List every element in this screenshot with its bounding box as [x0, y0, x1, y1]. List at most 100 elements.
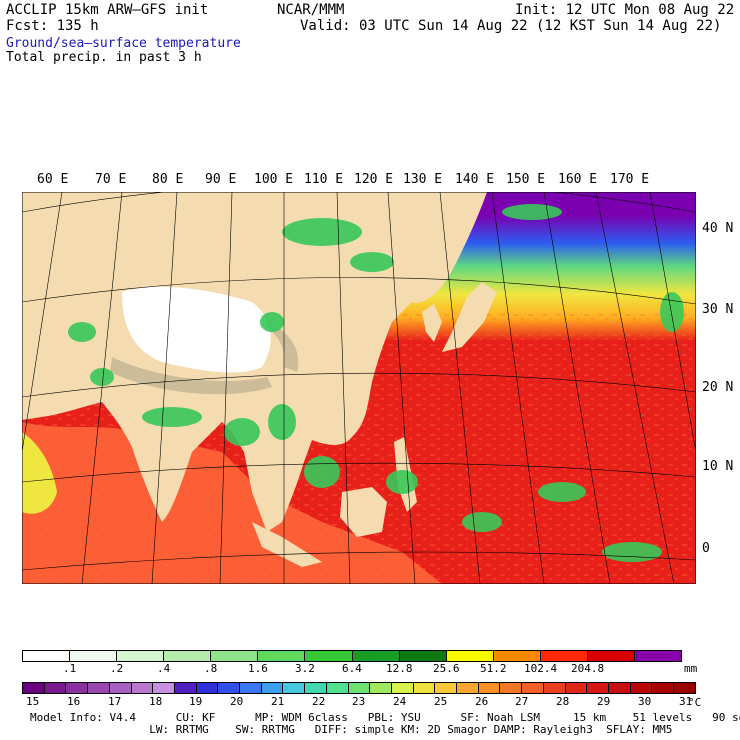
- colorbar-swatch: [153, 683, 175, 693]
- longitude-label: 120 E: [354, 172, 394, 187]
- colorbar-label: 3.2: [295, 662, 315, 675]
- indian-ocean-cool: [22, 422, 442, 584]
- init-time: Init: 12 UTC Mon 08 Aug 22: [515, 2, 735, 18]
- colorbar-label: 15: [26, 695, 40, 708]
- longitude-label: 160 E: [558, 172, 598, 187]
- colorbar-label: 31: [679, 695, 693, 708]
- colorbar-swatch: [540, 651, 588, 661]
- colorbar-swatch: [211, 651, 259, 661]
- colorbar-swatch: [44, 683, 67, 693]
- colorbar-swatch: [608, 683, 631, 693]
- forecast-hour: Fcst: 135 h: [6, 18, 99, 34]
- colorbar-swatch: [391, 683, 414, 693]
- colorbar-label: 24: [393, 695, 407, 708]
- colorbar-swatch: [399, 651, 447, 661]
- colorbar-swatch: [348, 683, 371, 693]
- colorbar-label: 1.6: [248, 662, 268, 675]
- colorbar-label: 18: [149, 695, 163, 708]
- colorbar-swatch: [493, 651, 541, 661]
- precip-unit: mm: [684, 662, 698, 675]
- overlay-field-label: Total precip. in past 3 h: [6, 50, 202, 65]
- colorbar-swatch: [457, 683, 479, 693]
- longitude-label: 110 E: [304, 172, 344, 187]
- longitude-label: 150 E: [506, 172, 546, 187]
- colorbar-label: 26: [475, 695, 489, 708]
- colorbar-swatch: [66, 683, 89, 693]
- colorbar-label: 204.8: [571, 662, 605, 675]
- latitude-label: 40 N: [702, 221, 734, 236]
- colorbar-swatch: [109, 683, 132, 693]
- colorbar-swatch: [305, 683, 327, 693]
- colorbar-label: 21: [271, 695, 285, 708]
- precip-colorbar: [22, 650, 682, 662]
- latitude-label: 30 N: [702, 302, 734, 317]
- colorbar-swatch: [652, 683, 675, 693]
- latitude-label: 0: [702, 541, 710, 556]
- colorbar-label: 23: [352, 695, 366, 708]
- longitude-label: 170 E: [610, 172, 650, 187]
- colorbar-swatch: [117, 651, 165, 661]
- colorbar-label: .1: [63, 662, 77, 675]
- colorbar-swatch: [587, 683, 609, 693]
- colorbar-label: .4: [157, 662, 171, 675]
- model-title: ACCLIP 15km ARW–GFS init: [6, 2, 209, 18]
- colorbar-swatch: [446, 651, 494, 661]
- colorbar-label: 102.4: [524, 662, 558, 675]
- precip-cells: [68, 204, 684, 562]
- colorbar-swatch: [565, 683, 588, 693]
- korea-japan: [422, 282, 497, 352]
- colorbar-label: 25: [434, 695, 448, 708]
- longitude-label: 140 E: [455, 172, 495, 187]
- colorbar-swatch: [258, 651, 306, 661]
- colorbar-label: 30: [638, 695, 652, 708]
- borneo-indonesia: [252, 487, 387, 567]
- shaded-field-label: Ground/sea–surface temperature: [6, 36, 241, 51]
- colorbar-swatch: [326, 683, 349, 693]
- longitude-label: 90 E: [205, 172, 237, 187]
- colorbar-swatch: [23, 651, 71, 661]
- colorbar-label: 19: [189, 695, 203, 708]
- colorbar-label: 25.6: [433, 662, 460, 675]
- colorbar-swatch: [522, 683, 544, 693]
- colorbar-swatch: [500, 683, 523, 693]
- forecast-map: [22, 192, 696, 584]
- colorbar-swatch: [352, 651, 400, 661]
- graticule: [22, 192, 696, 584]
- colorbar-label: 27: [515, 695, 529, 708]
- colorbar-swatch: [70, 651, 118, 661]
- colorbar-swatch: [240, 683, 262, 693]
- valid-time: Valid: 03 UTC Sun 14 Aug 22 (12 KST Sun …: [300, 18, 722, 34]
- mountain-shading: [110, 322, 299, 395]
- longitude-label: 60 E: [37, 172, 69, 187]
- colorbar-swatch: [261, 683, 284, 693]
- latitude-label: 10 N: [702, 459, 734, 474]
- colorbar-swatch: [88, 683, 110, 693]
- temperature-colorbar: [22, 682, 696, 694]
- arabian-sea-yellow: [22, 432, 57, 514]
- temperature-unit: °C: [688, 696, 702, 709]
- colorbar-swatch: [674, 683, 695, 693]
- colorbar-swatch: [196, 683, 219, 693]
- colorbar-label: 29: [597, 695, 611, 708]
- model-info-line1: Model Info: V4.4 CU: KF MP: WDM 6class P…: [30, 711, 740, 724]
- longitude-label: 80 E: [152, 172, 184, 187]
- colorbar-label: 28: [556, 695, 570, 708]
- latitude-label: 20 N: [702, 380, 734, 395]
- colorbar-swatch: [164, 651, 212, 661]
- colorbar-swatch: [218, 683, 241, 693]
- colorbar-swatch: [630, 683, 653, 693]
- colorbar-swatch: [305, 651, 353, 661]
- colorbar-swatch: [283, 683, 306, 693]
- colorbar-swatch: [435, 683, 458, 693]
- colorbar-label: .8: [204, 662, 218, 675]
- colorbar-swatch: [478, 683, 501, 693]
- colorbar-swatch: [413, 683, 436, 693]
- colorbar-label: 16: [67, 695, 81, 708]
- colorbar-swatch: [587, 651, 636, 661]
- longitude-label: 100 E: [254, 172, 294, 187]
- longitude-label: 130 E: [403, 172, 443, 187]
- colorbar-swatch: [131, 683, 154, 693]
- colorbar-swatch: [543, 683, 566, 693]
- tibetan-plateau: [122, 286, 271, 373]
- colorbar-swatch: [635, 651, 682, 661]
